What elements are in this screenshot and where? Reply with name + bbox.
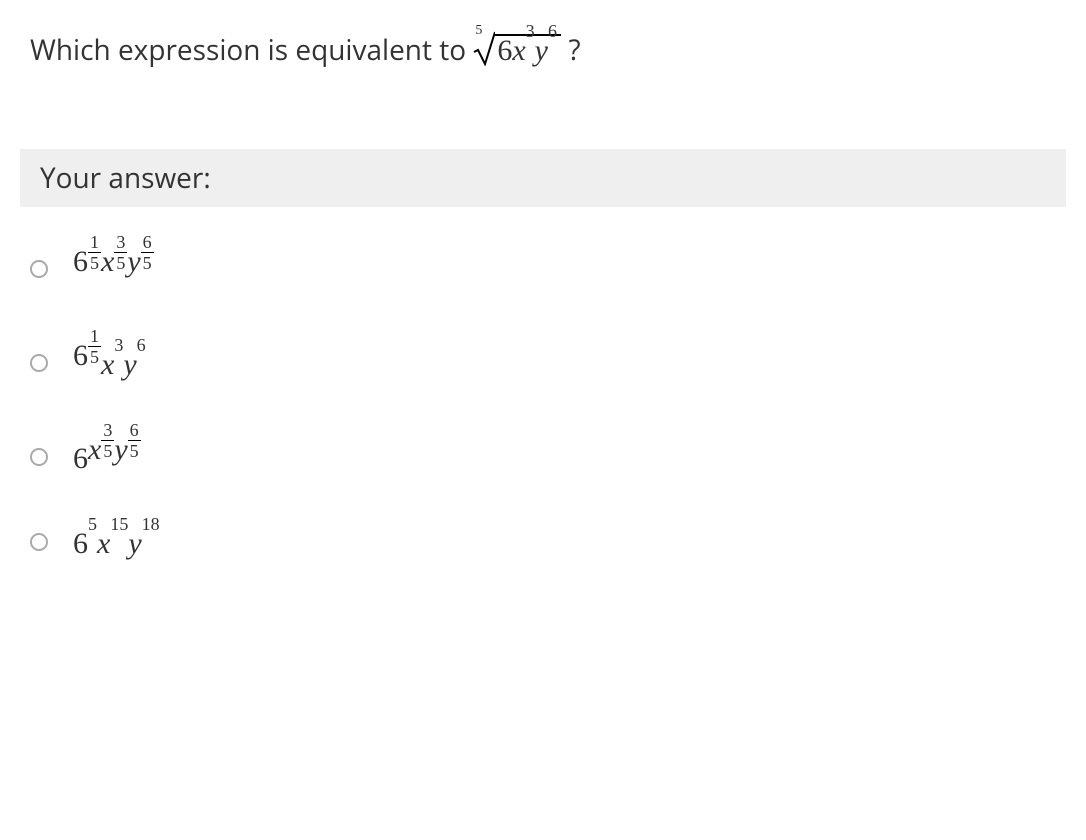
integer-exponent: 18 xyxy=(142,515,160,533)
term: 615 xyxy=(73,247,101,286)
term-base: y xyxy=(128,527,141,560)
term-base: y xyxy=(123,348,136,381)
radio-button[interactable] xyxy=(30,354,48,372)
radicand-y-exp: 6 xyxy=(548,22,557,40)
question-prefix: Which expression is equivalent to xyxy=(30,31,473,69)
term-base: 6 xyxy=(73,442,88,475)
fraction-exponent: 15 xyxy=(88,233,101,272)
term-base: y xyxy=(127,245,140,278)
fraction-exponent: 15 xyxy=(88,327,101,366)
fraction-numerator: 3 xyxy=(114,233,127,251)
fraction-numerator: 3 xyxy=(101,421,114,439)
fraction-denominator: 5 xyxy=(114,254,127,272)
term: y65 xyxy=(114,435,140,474)
option-row[interactable]: 65x15y18 xyxy=(30,529,1056,559)
term: x35 xyxy=(88,435,114,474)
radical-index: 5 xyxy=(475,24,482,38)
options-container: 615x35y65615x3y66x35y6565x15y18 xyxy=(0,227,1086,634)
term: x35 xyxy=(101,247,127,286)
fraction-exponent: 65 xyxy=(141,233,154,272)
option-expression: 615x3y6 xyxy=(73,341,146,380)
fraction-numerator: 1 xyxy=(88,233,101,251)
fraction-numerator: 1 xyxy=(88,327,101,345)
fraction-denominator: 5 xyxy=(88,348,101,366)
radical: 5 6x3y6 xyxy=(473,30,561,66)
radio-button[interactable] xyxy=(30,260,48,278)
question-text: Which expression is equivalent to 5 6x3y… xyxy=(0,0,1086,89)
term: x3 xyxy=(101,350,123,380)
term: y65 xyxy=(127,247,153,286)
fraction-numerator: 6 xyxy=(128,421,141,439)
option-row[interactable]: 615x35y65 xyxy=(30,247,1056,286)
radio-button[interactable] xyxy=(30,533,48,551)
option-row[interactable]: 615x3y6 xyxy=(30,341,1056,380)
radicand-coef: 6 xyxy=(497,34,512,67)
term: 615 xyxy=(73,341,101,380)
question-suffix: ? xyxy=(568,31,580,69)
fraction-numerator: 6 xyxy=(141,233,154,251)
term: 65 xyxy=(73,529,97,559)
term-base: 6 xyxy=(73,245,88,278)
option-expression: 65x15y18 xyxy=(73,529,160,559)
fraction-denominator: 5 xyxy=(128,442,141,460)
integer-exponent: 15 xyxy=(110,515,128,533)
integer-exponent: 6 xyxy=(137,336,146,354)
term-base: x xyxy=(97,527,110,560)
option-row[interactable]: 6x35y65 xyxy=(30,435,1056,474)
fraction-denominator: 5 xyxy=(141,254,154,272)
term-base: x xyxy=(101,245,114,278)
radicand-y: y xyxy=(535,34,548,67)
term: y6 xyxy=(123,350,145,380)
term-base: y xyxy=(114,433,127,466)
fraction-exponent: 35 xyxy=(114,233,127,272)
term-base: 6 xyxy=(73,527,88,560)
fraction-denominator: 5 xyxy=(88,254,101,272)
term-base: 6 xyxy=(73,339,88,372)
question-expression: 5 6x3y6 xyxy=(473,34,568,67)
term-base: x xyxy=(101,348,114,381)
term: 6 xyxy=(73,444,88,474)
radio-button[interactable] xyxy=(30,448,48,466)
radicand-x: x xyxy=(512,34,525,67)
term-base: x xyxy=(88,433,101,466)
radicand-x-exp: 3 xyxy=(526,22,535,40)
fraction-exponent: 65 xyxy=(128,421,141,460)
radicand: 6x3y6 xyxy=(495,34,561,66)
fraction-denominator: 5 xyxy=(101,442,114,460)
option-expression: 615x35y65 xyxy=(73,247,154,286)
term: x15 xyxy=(97,529,128,559)
fraction-exponent: 35 xyxy=(101,421,114,460)
answer-header: Your answer: xyxy=(20,149,1066,207)
term: y18 xyxy=(128,529,159,559)
integer-exponent: 5 xyxy=(88,515,97,533)
integer-exponent: 3 xyxy=(114,336,123,354)
option-expression: 6x35y65 xyxy=(73,435,141,474)
